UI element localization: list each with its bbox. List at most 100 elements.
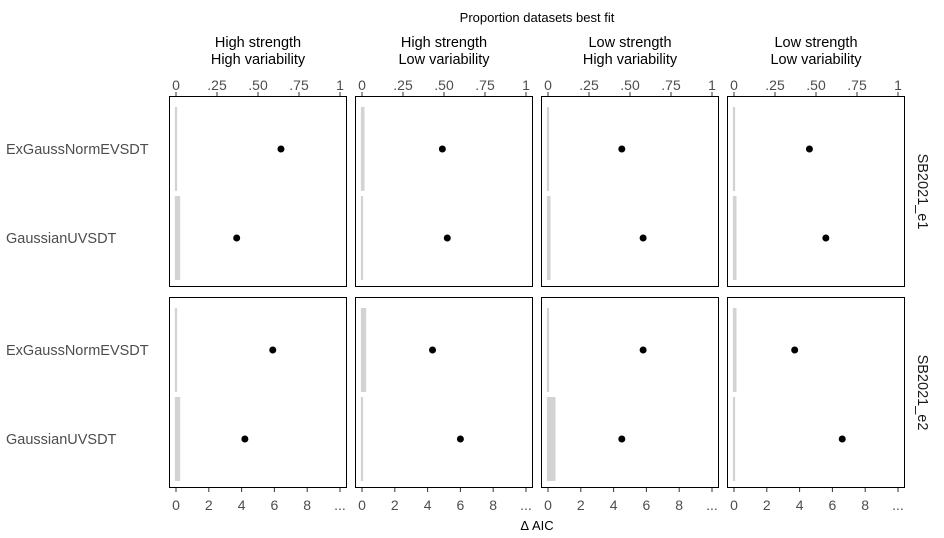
- proportion-point: [438, 145, 446, 153]
- proportion-point: [233, 234, 241, 242]
- top-axis-tick-label: .25: [393, 77, 413, 93]
- top-axis-tick-label: 0: [544, 77, 552, 93]
- bottom-axis-tick-label: ...: [706, 497, 718, 513]
- bottom-axis-tick-label: 4: [610, 497, 618, 513]
- panel-frame: [169, 297, 347, 488]
- top-axis-tick-label: .75: [289, 77, 309, 93]
- delta-aic-bar: [732, 308, 737, 392]
- delta-aic-bar: [360, 308, 367, 392]
- proportion-point: [639, 234, 647, 242]
- panel-frame: [355, 96, 533, 287]
- top-axis-tick-label: .25: [765, 77, 785, 93]
- proportion-point: [838, 435, 846, 443]
- bottom-axis-tick-label: 4: [424, 497, 432, 513]
- proportion-point: [822, 234, 830, 242]
- delta-aic-bar: [360, 397, 364, 481]
- column-strip-line1: High strength: [401, 35, 487, 51]
- delta-aic-bar: [174, 397, 181, 481]
- column-strip-line2: High variability: [211, 52, 306, 68]
- delta-aic-bar: [546, 308, 550, 392]
- delta-aic-bar: [732, 196, 737, 280]
- delta-aic-bar: [174, 308, 178, 392]
- top-axis-tick-label: 0: [730, 77, 738, 93]
- column-strip-line2: Low variability: [398, 52, 490, 68]
- column-strip-line1: Low strength: [588, 35, 671, 51]
- panel-frame: [727, 297, 905, 488]
- top-axis-tick-label: .25: [579, 77, 599, 93]
- panel-frame: [355, 297, 533, 488]
- proportion-point: [241, 435, 249, 443]
- bottom-axis-tick-label: 0: [358, 497, 366, 513]
- bottom-axis-tick-label: 6: [643, 497, 651, 513]
- bottom-axis-tick-label: 0: [172, 497, 180, 513]
- bottom-axis-tick-label: ...: [520, 497, 532, 513]
- delta-aic-bar: [174, 107, 178, 191]
- bottom-axis-tick-label: 8: [489, 497, 497, 513]
- proportion-point: [429, 346, 437, 354]
- model-label: ExGaussNormEVSDT: [6, 343, 149, 359]
- column-strip-line1: High strength: [215, 35, 301, 51]
- top-axis-tick-label: .75: [475, 77, 495, 93]
- top-axis-tick-label: .50: [434, 77, 454, 93]
- proportion-point: [791, 346, 799, 354]
- delta-aic-bar: [360, 107, 365, 191]
- top-axis-title: Proportion datasets best fit: [460, 10, 615, 25]
- bottom-axis-tick-label: 0: [730, 497, 738, 513]
- row-strip-label: SB2021_e1: [914, 154, 930, 230]
- panel-frame: [541, 96, 719, 287]
- delta-aic-bar: [546, 397, 556, 481]
- delta-aic-bar: [546, 107, 550, 191]
- top-axis-tick-label: 1: [708, 77, 716, 93]
- proportion-point: [618, 145, 626, 153]
- bottom-axis-tick-label: 2: [205, 497, 213, 513]
- column-strip-line1: Low strength: [774, 35, 857, 51]
- bottom-axis-tick-label: 4: [238, 497, 246, 513]
- top-axis-tick-label: 1: [336, 77, 344, 93]
- top-axis-tick-label: 1: [894, 77, 902, 93]
- row-strip-label: SB2021_e2: [914, 355, 930, 431]
- panel-frame: [169, 96, 347, 287]
- bottom-axis-tick-label: 6: [271, 497, 279, 513]
- bottom-axis-title: Δ AIC: [520, 518, 553, 533]
- panel-frame: [727, 96, 905, 287]
- top-axis-tick-label: .75: [661, 77, 681, 93]
- top-axis-tick-label: .75: [847, 77, 867, 93]
- top-axis-tick-label: 0: [358, 77, 366, 93]
- top-axis-tick-label: 0: [172, 77, 180, 93]
- top-axis-tick-label: .50: [248, 77, 268, 93]
- column-strip-line2: High variability: [583, 52, 678, 68]
- model-label: GaussianUVSDT: [6, 432, 117, 448]
- proportion-point: [639, 346, 647, 354]
- delta-aic-bar: [732, 107, 736, 191]
- bottom-axis-tick-label: 8: [303, 497, 311, 513]
- delta-aic-bar: [732, 397, 736, 481]
- panel-frame: [541, 297, 719, 488]
- top-axis-tick-label: .50: [806, 77, 826, 93]
- top-axis-tick-label: 1: [522, 77, 530, 93]
- model-label: ExGaussNormEVSDT: [6, 142, 149, 158]
- top-axis-tick-label: .25: [207, 77, 227, 93]
- proportion-point: [443, 234, 451, 242]
- top-axis-tick-label: .50: [620, 77, 640, 93]
- bottom-axis-tick-label: 6: [829, 497, 837, 513]
- bottom-axis-tick-label: 6: [457, 497, 465, 513]
- bottom-axis-tick-label: 4: [796, 497, 804, 513]
- bottom-axis-tick-label: 0: [544, 497, 552, 513]
- proportion-point: [618, 435, 626, 443]
- model-label: GaussianUVSDT: [6, 231, 117, 247]
- delta-aic-bar: [360, 196, 364, 280]
- proportion-point: [456, 435, 464, 443]
- bottom-axis-tick-label: 2: [577, 497, 585, 513]
- proportion-point: [805, 145, 813, 153]
- bottom-axis-tick-label: 2: [391, 497, 399, 513]
- bottom-axis-tick-label: 8: [861, 497, 869, 513]
- delta-aic-bar: [174, 196, 181, 280]
- bottom-axis-tick-label: ...: [334, 497, 346, 513]
- delta-aic-bar: [546, 196, 551, 280]
- proportion-point: [269, 346, 277, 354]
- proportion-point: [277, 145, 285, 153]
- bottom-axis-tick-label: 8: [675, 497, 683, 513]
- bottom-axis-tick-label: ...: [892, 497, 904, 513]
